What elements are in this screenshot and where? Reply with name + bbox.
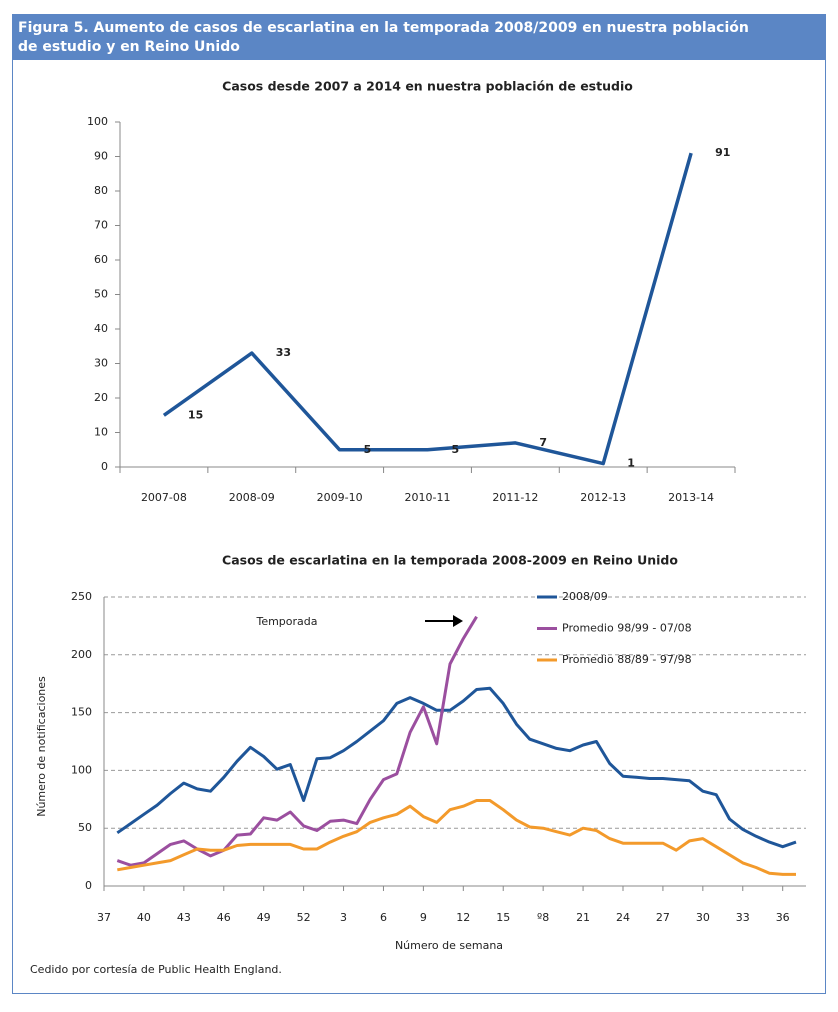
x-tick-label: 2011-12 xyxy=(492,491,538,504)
y-tick-label: 80 xyxy=(94,184,108,197)
legend-label: 2008/09 xyxy=(562,590,608,603)
figure-frame xyxy=(12,14,826,994)
data-label: 5 xyxy=(452,443,460,456)
data-label: 7 xyxy=(539,436,547,449)
x-tick-label: 30 xyxy=(696,911,710,924)
x-tick-label: 15 xyxy=(496,911,510,924)
series-line xyxy=(116,686,797,849)
data-label: 5 xyxy=(364,443,372,456)
data-label: 1 xyxy=(627,457,635,470)
x-tick-label: 2008-09 xyxy=(229,491,275,504)
y-tick-label: 30 xyxy=(94,357,108,370)
x-tick-label: 46 xyxy=(217,911,231,924)
y-tick-label: 20 xyxy=(94,391,108,404)
data-label: 15 xyxy=(188,408,203,421)
x-tick-label: 3 xyxy=(340,911,347,924)
y-tick-label: 40 xyxy=(94,322,108,335)
x-tick-label: 27 xyxy=(656,911,670,924)
chart-title: Casos de escarlatina en la temporada 200… xyxy=(222,553,678,568)
data-label: 91 xyxy=(715,146,730,159)
y-tick-label: 50 xyxy=(94,288,108,301)
x-tick-label: 2013-14 xyxy=(668,491,714,504)
y-tick-label: 60 xyxy=(94,253,108,266)
chart-title: Casos desde 2007 a 2014 en nuestra pobla… xyxy=(222,79,633,94)
y-tick-label: 250 xyxy=(71,590,92,603)
y-tick-label: 50 xyxy=(78,821,92,834)
x-tick-label: 52 xyxy=(297,911,311,924)
x-tick-label: 43 xyxy=(177,911,191,924)
annotation: Temporada xyxy=(255,615,317,628)
x-tick-label: 37 xyxy=(97,911,111,924)
x-axis-label: Número de semana xyxy=(395,939,503,952)
footer: Cedido por cortesía de Public Health Eng… xyxy=(30,963,282,976)
y-tick-label: 100 xyxy=(87,115,108,128)
y-tick-label: 150 xyxy=(71,706,92,719)
y-tick-label: 200 xyxy=(71,648,92,661)
figure-title: Figura 5. Aumento de casos de escarlatin… xyxy=(18,20,749,55)
x-tick-label: 36 xyxy=(776,911,790,924)
x-tick-label: 24 xyxy=(616,911,630,924)
y-tick-label: 70 xyxy=(94,219,108,232)
x-tick-label: 12 xyxy=(456,911,470,924)
series-line xyxy=(117,799,796,876)
x-tick-label: º8 xyxy=(537,911,549,924)
x-tick-label: 2007-08 xyxy=(141,491,187,504)
x-tick-label: 49 xyxy=(257,911,271,924)
x-tick-label: 33 xyxy=(736,911,750,924)
x-tick-label: 2012-13 xyxy=(580,491,626,504)
x-tick-label: 21 xyxy=(576,911,590,924)
legend-label: Promedio 88/89 - 97/98 xyxy=(562,653,692,666)
y-tick-label: 100 xyxy=(71,763,92,776)
y-tick-label: 10 xyxy=(94,426,108,439)
y-axis-label: Número de notificaciones xyxy=(35,676,48,817)
x-tick-label: 40 xyxy=(137,911,151,924)
legend-label: Promedio 98/99 - 07/08 xyxy=(562,622,692,635)
x-tick-label: 9 xyxy=(420,911,427,924)
y-tick-label: 90 xyxy=(94,150,108,163)
x-tick-label: 2010-11 xyxy=(405,491,451,504)
series-line xyxy=(162,152,693,466)
y-tick-label: 0 xyxy=(85,879,92,892)
data-label: 33 xyxy=(276,346,291,359)
arrow-head xyxy=(453,615,463,627)
series-line xyxy=(116,615,478,867)
x-tick-label: 2009-10 xyxy=(317,491,363,504)
header-bar xyxy=(13,15,825,60)
x-tick-label: 6 xyxy=(380,911,387,924)
y-tick-label: 0 xyxy=(101,460,108,473)
